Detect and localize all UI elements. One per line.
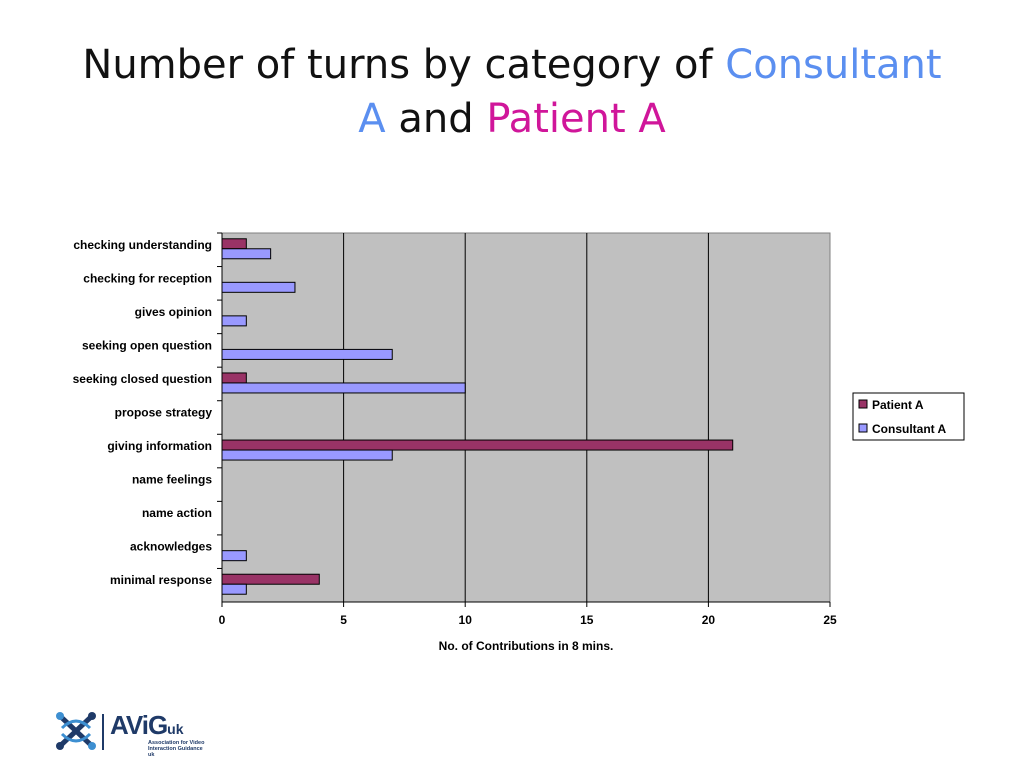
y-category-label: seeking closed question <box>73 372 212 386</box>
x-tick-label: 5 <box>340 613 347 627</box>
bar-consultant <box>221 449 393 461</box>
x-axis-title: No. of Contributions in 8 mins. <box>439 639 614 653</box>
y-category-label: propose strategy <box>115 406 213 420</box>
logo-brand-text: AViG <box>110 710 168 740</box>
y-category-label: seeking open question <box>82 338 212 352</box>
bar-consultant <box>221 315 247 327</box>
legend-box <box>852 392 965 441</box>
x-tick-label: 15 <box>580 613 594 627</box>
logo-tagline: Association for Video Interaction Guidan… <box>148 740 205 758</box>
legend-swatch <box>858 423 868 433</box>
avig-logo-icon <box>56 712 96 750</box>
bar-consultant <box>221 281 296 293</box>
y-category-label: checking for reception <box>83 271 212 285</box>
y-category-label: name feelings <box>132 473 212 487</box>
title-consultant-a: A <box>358 96 386 142</box>
bar-consultant <box>221 248 272 260</box>
x-tick-label: 0 <box>219 613 226 627</box>
x-tick-label: 10 <box>459 613 473 627</box>
x-tick-label: 20 <box>702 613 716 627</box>
title-patient: Patient A <box>486 96 666 142</box>
bar-chart: 0 5 10 15 20 25 checking understanding checking… <box>73 232 965 653</box>
plot-area <box>221 232 831 603</box>
y-category-label: gives opinion <box>135 305 212 319</box>
bar-consultant <box>221 583 247 595</box>
bar-consultant <box>221 382 466 394</box>
logo-brand: AViGuk <box>110 710 184 741</box>
slide-title: Number of turns by category of Consultan… <box>40 38 984 146</box>
legend-label: Patient A <box>872 398 924 412</box>
bar-consultant <box>221 550 247 562</box>
logo-brand-suffix: uk <box>167 721 184 737</box>
y-category-label: name action <box>142 506 212 520</box>
x-tick-label: 25 <box>823 613 837 627</box>
bar-patient <box>221 238 247 250</box>
title-text-2: and <box>398 96 474 142</box>
title-consultant: Consultant <box>725 42 942 88</box>
bar-consultant <box>221 348 393 360</box>
bar-patient <box>221 573 320 585</box>
y-category-label: acknowledges <box>130 540 212 554</box>
bar-patient <box>221 372 247 384</box>
title-text-1: Number of turns by category of <box>82 42 713 88</box>
y-category-label: giving information <box>107 439 212 453</box>
legend-swatch <box>858 399 868 409</box>
y-category-label: checking understanding <box>73 238 212 252</box>
y-category-label: minimal response <box>110 573 212 587</box>
legend-label: Consultant A <box>872 422 947 436</box>
avig-logo: AViGuk Association for Video Interaction… <box>52 708 204 758</box>
bar-patient <box>221 439 734 451</box>
